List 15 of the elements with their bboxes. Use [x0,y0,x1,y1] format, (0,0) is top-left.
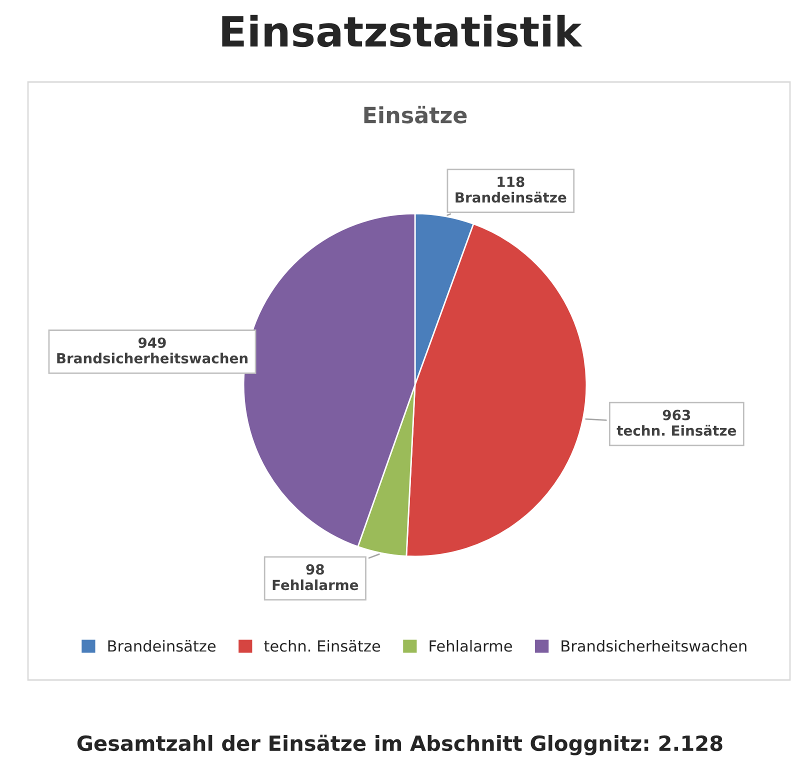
data-label: 98 [306,564,324,575]
slice-label: Brandeinsätze [456,192,566,203]
legend-label: Brandeinsätze [108,640,216,652]
legend-label: Brandsicherheitswachen [562,640,746,652]
slice-label: Fehlalarme [272,579,358,590]
text: Gesamtzahl der Einsätze im Abschnitt Gloggnitz: 2.128 [77,734,722,756]
data-label: 963 [662,410,690,420]
legend-label: Fehlalarme [430,640,512,652]
data-label: 118 [498,176,524,188]
chart-title: Einsätze [364,106,467,124]
legend-label: techn. Einsätze [264,640,380,652]
slice-label: Brandsicherheitswachen [57,352,248,364]
chart-subtitle: Einsatzstatistik [222,14,582,48]
slice-label: techn. Einsätze [616,424,736,436]
data-label: 949 [138,337,166,348]
